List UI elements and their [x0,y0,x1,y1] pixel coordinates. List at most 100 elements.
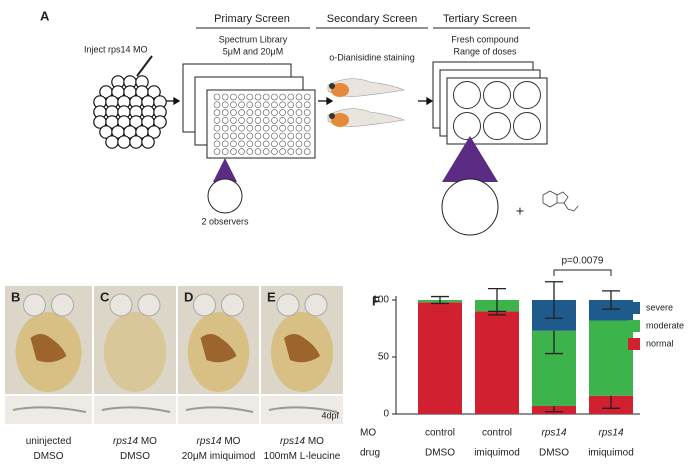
well [513,81,541,109]
well [254,101,262,109]
photo-label: B [11,289,20,304]
well [230,140,237,148]
stage-label: 4dpf [321,410,339,420]
fish-yolk [331,83,349,97]
panel-label: A [40,8,50,23]
fish-eye [329,113,335,119]
legend-swatch [628,302,640,314]
x-tick-label: control [482,428,512,439]
well [213,140,221,148]
well [303,93,311,101]
well [262,117,270,124]
x-tick-label: rps14 [541,428,566,439]
embryo [153,115,167,129]
photo-label: D [184,289,193,304]
bar-segment [475,311,519,414]
well [230,132,237,140]
well [246,93,254,101]
caption: rps14 MO [197,436,241,447]
well [287,93,295,101]
well [295,148,303,155]
well [287,132,295,140]
well [295,109,303,116]
well [262,101,270,109]
bar-segment [589,320,633,396]
photo-label: E [267,289,276,304]
plus: + [516,203,524,219]
caption: 20μM imiquimod [182,451,256,462]
well [254,132,262,140]
well [271,140,278,148]
row-label: MO [360,428,376,439]
well [483,112,511,140]
caption: uninjected [26,436,72,447]
error-bar [545,281,563,319]
caption: rps14 MO [113,436,157,447]
chart: F MO drug 0 50 100 control DMSO control imiqui… [360,256,684,459]
well [287,140,295,148]
legend-label: normal [646,338,674,348]
embryo [147,125,161,139]
well [213,93,221,101]
photo-larva [101,406,171,413]
triangle [213,158,237,182]
well [262,124,270,132]
well [513,112,541,140]
well [230,93,237,101]
well [213,117,221,124]
well [246,132,254,140]
well [230,109,237,116]
well [238,109,245,116]
well [271,148,278,155]
photo-label: C [100,289,110,304]
bar-segment [589,300,633,321]
well [271,101,278,109]
well [453,81,481,109]
well [254,109,262,116]
dish [207,178,243,214]
well [221,109,229,116]
caption-text: DMSO [34,451,64,462]
x-tick-label-2: DMSO [425,448,455,459]
legend-label: severe [646,302,673,312]
well [303,117,311,124]
embryo [147,85,161,99]
well [287,109,295,116]
well [295,93,303,101]
legend-swatch [628,320,640,332]
well [279,101,286,109]
well [221,93,229,101]
well [238,148,245,155]
stage-text: o-Dianisidine staining [329,52,415,62]
well [279,117,286,124]
well [303,124,311,132]
caption-text: 20μM imiquimod [182,451,256,462]
molecule [542,190,579,212]
legend-label: moderate [646,320,684,330]
annotation: p=0.0079 [562,256,604,267]
bracket [553,269,612,276]
error-bar [602,290,620,310]
embryo [141,135,155,149]
embryo [105,135,119,149]
photo-stain [30,334,67,363]
well [262,93,270,101]
well [230,101,237,109]
well [221,148,229,155]
x-tick-label-2: imiquimod [474,448,520,459]
well [295,117,303,124]
well [303,140,311,148]
well [483,81,511,109]
caption: rps14 MO [280,436,324,447]
photo-eye [304,293,328,317]
y-tick-label: 100 [372,295,389,306]
well [271,109,278,116]
embryo [129,135,143,149]
stage-text: Range of doses [453,46,517,56]
inject-label: Inject rps14 MO [84,44,148,54]
photo-larva [268,406,338,413]
well [238,117,245,124]
caption: DMSO [34,451,64,462]
legend-swatch [628,338,640,350]
